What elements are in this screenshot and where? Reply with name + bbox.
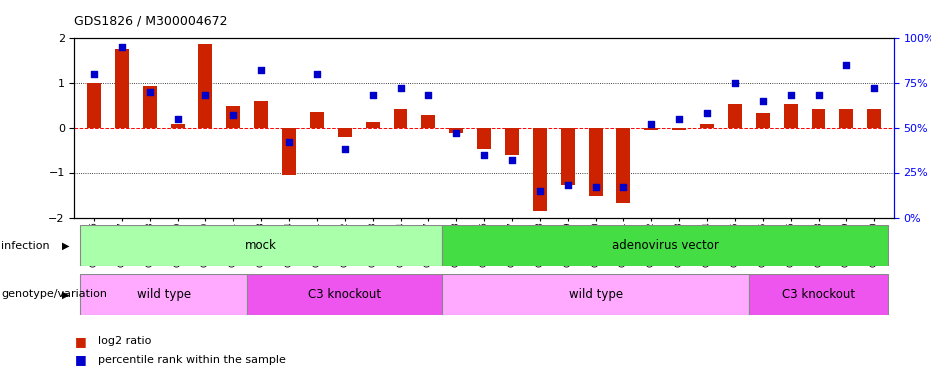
Text: wild type: wild type (569, 288, 623, 301)
Point (505, 157, 519, 163)
Bar (700, 124, 714, 128)
Text: mock: mock (245, 239, 277, 252)
Point (365, 92, 380, 98)
Bar (142, 86, 156, 128)
Bar (226, 106, 240, 128)
Bar (560, 128, 574, 185)
Bar (394, 109, 408, 128)
Point (533, 188, 547, 194)
Text: wild type: wild type (137, 288, 191, 301)
Point (839, 62, 854, 68)
Point (337, 146, 352, 152)
Text: infection: infection (1, 241, 49, 250)
Point (477, 152, 492, 157)
Bar (756, 113, 770, 128)
Point (281, 139, 296, 145)
Bar (282, 128, 296, 175)
Bar (338, 128, 352, 137)
Point (254, 67, 269, 73)
Bar (784, 104, 798, 128)
Point (198, 92, 213, 98)
Bar (478, 128, 491, 149)
Point (560, 182, 575, 188)
Point (644, 121, 659, 127)
Point (393, 85, 408, 91)
Point (811, 92, 826, 98)
Point (867, 85, 882, 91)
Bar (533, 128, 546, 211)
Point (783, 92, 798, 98)
Bar (80, 225, 442, 266)
Bar (749, 274, 888, 315)
Point (142, 88, 157, 94)
Point (672, 116, 687, 122)
Point (449, 130, 464, 136)
Bar (366, 122, 380, 128)
Text: GDS1826 / M300004672: GDS1826 / M300004672 (74, 15, 228, 28)
Text: genotype/variation: genotype/variation (1, 290, 107, 299)
Bar (672, 128, 686, 130)
Bar (840, 109, 854, 128)
Text: percentile rank within the sample: percentile rank within the sample (98, 355, 286, 365)
Bar (310, 112, 324, 128)
Bar (442, 274, 749, 315)
Point (699, 110, 714, 116)
Text: C3 knockout: C3 knockout (308, 288, 382, 301)
Bar (115, 49, 128, 128)
Bar (812, 109, 826, 128)
Bar (505, 128, 519, 155)
Text: ■: ■ (74, 335, 87, 348)
Bar (254, 101, 268, 128)
Bar (442, 225, 888, 266)
Bar (728, 104, 742, 128)
Bar (644, 128, 658, 130)
Bar (87, 82, 101, 128)
Text: ▶: ▶ (62, 241, 70, 250)
Point (115, 44, 129, 50)
Point (87, 70, 101, 76)
Bar (450, 128, 464, 133)
Point (170, 116, 185, 122)
Text: log2 ratio: log2 ratio (98, 336, 151, 346)
Point (616, 184, 631, 190)
Bar (80, 274, 248, 315)
Text: ■: ■ (74, 354, 87, 366)
Point (226, 112, 241, 118)
Bar (868, 109, 882, 128)
Bar (588, 128, 602, 196)
Point (727, 80, 742, 86)
Text: adenovirus vector: adenovirus vector (612, 239, 719, 252)
Bar (170, 124, 184, 128)
Bar (422, 115, 436, 128)
Point (755, 98, 770, 104)
Point (421, 92, 436, 98)
Text: ▶: ▶ (62, 290, 70, 299)
Text: C3 knockout: C3 knockout (782, 288, 855, 301)
Bar (248, 274, 442, 315)
Bar (198, 44, 212, 128)
Point (588, 184, 603, 190)
Point (309, 70, 324, 76)
Bar (616, 128, 630, 203)
